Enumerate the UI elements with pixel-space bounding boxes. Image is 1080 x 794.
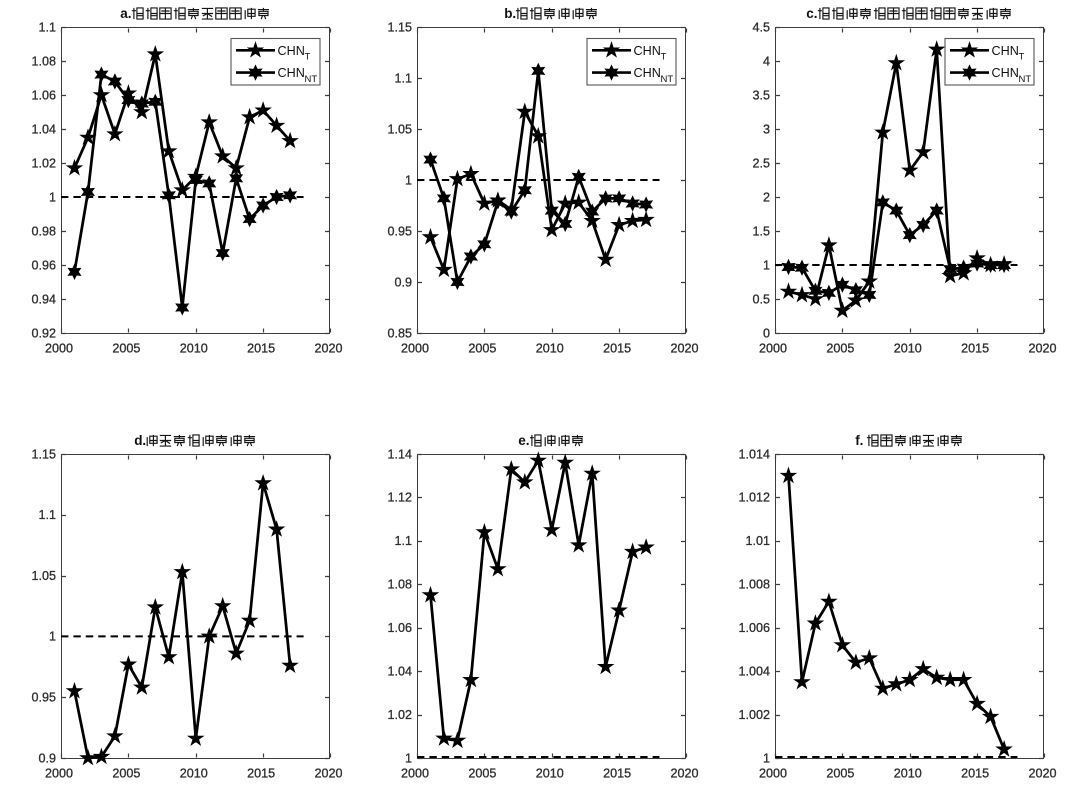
svg-text:1: 1 <box>763 258 770 272</box>
svg-text:1.5: 1.5 <box>752 224 770 238</box>
svg-text:1.14: 1.14 <box>387 447 412 461</box>
svg-text:2015: 2015 <box>247 766 275 780</box>
svg-text:1.1: 1.1 <box>394 71 412 85</box>
svg-text:CHN: CHN <box>278 66 305 80</box>
svg-text:1: 1 <box>49 630 56 644</box>
svg-text:1.05: 1.05 <box>31 569 56 583</box>
svg-text:2000: 2000 <box>401 766 429 780</box>
svg-text:1: 1 <box>405 173 412 187</box>
svg-text:1.04: 1.04 <box>31 122 56 136</box>
svg-text:1.006: 1.006 <box>738 621 770 635</box>
svg-text:2000: 2000 <box>45 766 73 780</box>
svg-text:1: 1 <box>405 751 412 765</box>
svg-text:2010: 2010 <box>894 341 922 355</box>
svg-text:T: T <box>1019 52 1025 63</box>
svg-text:1.014: 1.014 <box>738 447 770 461</box>
svg-text:1.06: 1.06 <box>387 621 412 635</box>
svg-text:2000: 2000 <box>401 341 429 355</box>
svg-text:2010: 2010 <box>180 341 208 355</box>
svg-text:CHN: CHN <box>278 44 305 58</box>
svg-text:d.: d. <box>134 433 146 448</box>
svg-text:1.002: 1.002 <box>738 708 770 722</box>
svg-text:1.01: 1.01 <box>745 534 770 548</box>
svg-text:2015: 2015 <box>961 341 989 355</box>
svg-text:CHN: CHN <box>634 66 661 80</box>
svg-text:NT: NT <box>1019 74 1032 85</box>
svg-text:0.92: 0.92 <box>31 326 56 340</box>
svg-text:2010: 2010 <box>536 341 564 355</box>
svg-text:2005: 2005 <box>826 766 854 780</box>
svg-text:NT: NT <box>661 74 674 85</box>
svg-text:0.98: 0.98 <box>31 224 56 238</box>
svg-text:e.: e. <box>518 433 529 448</box>
svg-text:0.95: 0.95 <box>387 224 412 238</box>
svg-text:1.1: 1.1 <box>38 508 56 522</box>
svg-text:1.12: 1.12 <box>387 491 412 505</box>
svg-text:c.: c. <box>806 6 817 21</box>
svg-text:2020: 2020 <box>1028 766 1056 780</box>
svg-text:1.004: 1.004 <box>738 664 770 678</box>
svg-text:2010: 2010 <box>180 766 208 780</box>
svg-text:3.5: 3.5 <box>752 88 770 102</box>
svg-text:CHN: CHN <box>992 44 1019 58</box>
svg-text:4: 4 <box>763 54 770 68</box>
svg-text:2000: 2000 <box>45 341 73 355</box>
svg-text:2.5: 2.5 <box>752 156 770 170</box>
svg-text:1.15: 1.15 <box>387 20 412 34</box>
svg-text:2005: 2005 <box>112 766 140 780</box>
svg-text:2015: 2015 <box>603 341 631 355</box>
svg-text:2010: 2010 <box>894 766 922 780</box>
svg-text:1.02: 1.02 <box>387 708 412 722</box>
svg-text:2015: 2015 <box>961 766 989 780</box>
svg-text:2020: 2020 <box>1028 341 1056 355</box>
svg-text:2005: 2005 <box>112 341 140 355</box>
svg-text:0.95: 0.95 <box>31 691 56 705</box>
svg-text:0.9: 0.9 <box>394 275 412 289</box>
svg-text:1.1: 1.1 <box>394 534 412 548</box>
svg-text:2000: 2000 <box>759 766 787 780</box>
svg-text:f.: f. <box>855 433 863 448</box>
svg-text:1: 1 <box>49 190 56 204</box>
svg-text:1.008: 1.008 <box>738 578 770 592</box>
svg-text:2015: 2015 <box>603 766 631 780</box>
svg-text:2005: 2005 <box>468 341 496 355</box>
svg-text:1.012: 1.012 <box>738 491 770 505</box>
svg-text:0.5: 0.5 <box>752 292 770 306</box>
svg-text:CHN: CHN <box>992 66 1019 80</box>
svg-text:NT: NT <box>305 74 318 85</box>
svg-text:1.02: 1.02 <box>31 156 56 170</box>
svg-text:0.94: 0.94 <box>31 292 56 306</box>
svg-text:1.04: 1.04 <box>387 664 412 678</box>
svg-text:T: T <box>305 52 311 63</box>
svg-text:2020: 2020 <box>314 341 342 355</box>
svg-text:1.1: 1.1 <box>38 20 56 34</box>
svg-text:4.5: 4.5 <box>752 20 770 34</box>
svg-text:1.08: 1.08 <box>387 578 412 592</box>
svg-text:2015: 2015 <box>247 341 275 355</box>
svg-text:1: 1 <box>763 751 770 765</box>
svg-text:T: T <box>661 52 667 63</box>
svg-text:2020: 2020 <box>670 766 698 780</box>
svg-text:2010: 2010 <box>536 766 564 780</box>
svg-text:0: 0 <box>763 326 770 340</box>
svg-text:2020: 2020 <box>670 341 698 355</box>
svg-text:3: 3 <box>763 122 770 136</box>
svg-text:1.15: 1.15 <box>31 447 56 461</box>
svg-text:0.9: 0.9 <box>38 751 56 765</box>
svg-text:0.85: 0.85 <box>387 326 412 340</box>
svg-text:CHN: CHN <box>634 44 661 58</box>
svg-text:1.08: 1.08 <box>31 54 56 68</box>
svg-text:2005: 2005 <box>468 766 496 780</box>
svg-text:2: 2 <box>763 190 770 204</box>
svg-text:1.05: 1.05 <box>387 122 412 136</box>
svg-text:0.96: 0.96 <box>31 258 56 272</box>
svg-text:2020: 2020 <box>314 766 342 780</box>
svg-text:a.: a. <box>120 6 131 21</box>
svg-text:b.: b. <box>504 6 516 21</box>
svg-text:2005: 2005 <box>826 341 854 355</box>
svg-text:1.06: 1.06 <box>31 88 56 102</box>
svg-text:2000: 2000 <box>759 341 787 355</box>
